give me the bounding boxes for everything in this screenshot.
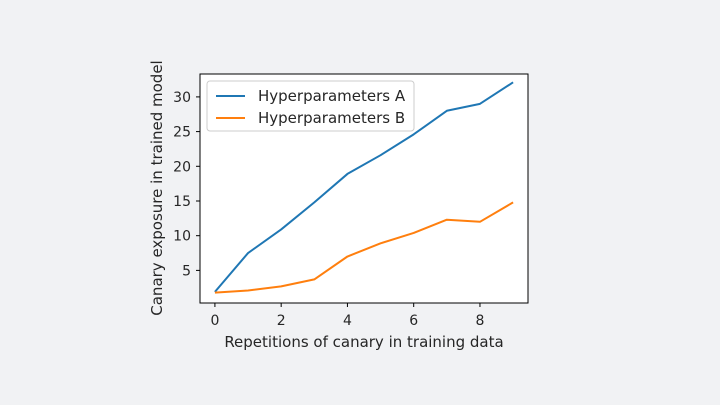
y-axis-label: Canary exposure in trained model bbox=[148, 60, 166, 315]
y-tick-label: 30 bbox=[173, 90, 191, 106]
series-line-b bbox=[214, 201, 514, 294]
x-tick-label: 6 bbox=[409, 313, 418, 329]
y-tick-label: 10 bbox=[173, 229, 191, 245]
x-tick-label: 0 bbox=[210, 313, 219, 329]
y-tick-label: 5 bbox=[182, 263, 191, 279]
y-tick-label: 25 bbox=[173, 125, 191, 141]
x-axis-ticks: 0 2 4 6 8 bbox=[210, 303, 484, 329]
legend-box bbox=[206, 80, 415, 132]
y-axis-ticks: 5 10 15 20 25 30 bbox=[173, 90, 200, 279]
y-tick-label: 15 bbox=[173, 194, 191, 210]
x-axis-label: Repetitions of canary in training data bbox=[224, 333, 503, 351]
series-layer bbox=[214, 81, 514, 294]
legend-label-a: Hyperparameters A bbox=[258, 87, 406, 105]
x-tick-label: 8 bbox=[475, 313, 484, 329]
legend-label-b: Hyperparameters B bbox=[258, 109, 405, 127]
x-tick-label: 2 bbox=[277, 313, 286, 329]
y-tick-label: 20 bbox=[173, 159, 191, 175]
series-line-a bbox=[214, 81, 514, 293]
plot-frame bbox=[199, 73, 529, 304]
x-tick-label: 4 bbox=[343, 313, 352, 329]
legend: Hyperparameters A Hyperparameters B bbox=[206, 80, 415, 132]
